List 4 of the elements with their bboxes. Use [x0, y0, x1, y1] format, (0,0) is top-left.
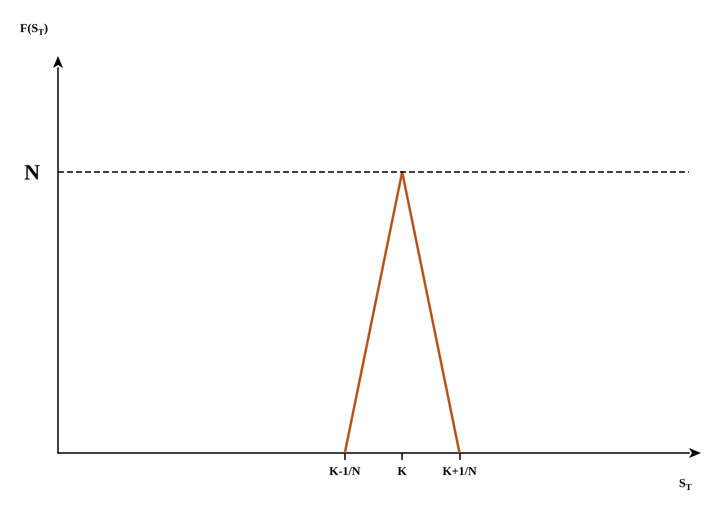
- ref-line-label: N: [24, 159, 40, 184]
- x-tick-label: K+1/N: [442, 464, 477, 478]
- x-tick-label: K-1/N: [329, 464, 361, 478]
- x-tick-label: K: [398, 464, 408, 478]
